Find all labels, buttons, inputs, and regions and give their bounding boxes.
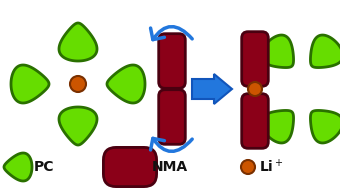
- FancyArrow shape: [192, 74, 232, 104]
- Text: PC: PC: [34, 160, 54, 174]
- Polygon shape: [59, 23, 97, 61]
- Polygon shape: [4, 153, 32, 181]
- Polygon shape: [261, 35, 293, 67]
- FancyBboxPatch shape: [159, 34, 185, 88]
- FancyBboxPatch shape: [242, 94, 268, 148]
- Polygon shape: [310, 35, 340, 67]
- Polygon shape: [310, 110, 340, 143]
- Text: NMA: NMA: [152, 160, 188, 174]
- Circle shape: [241, 160, 255, 174]
- FancyArrowPatch shape: [151, 138, 192, 151]
- Polygon shape: [261, 110, 293, 143]
- FancyBboxPatch shape: [103, 147, 157, 187]
- FancyBboxPatch shape: [242, 32, 268, 86]
- Circle shape: [70, 76, 86, 92]
- FancyBboxPatch shape: [159, 90, 185, 144]
- Polygon shape: [11, 65, 49, 103]
- Polygon shape: [59, 107, 97, 145]
- Polygon shape: [107, 65, 145, 103]
- Circle shape: [248, 82, 262, 96]
- FancyArrowPatch shape: [151, 27, 192, 40]
- Text: Li$^+$: Li$^+$: [259, 158, 284, 176]
